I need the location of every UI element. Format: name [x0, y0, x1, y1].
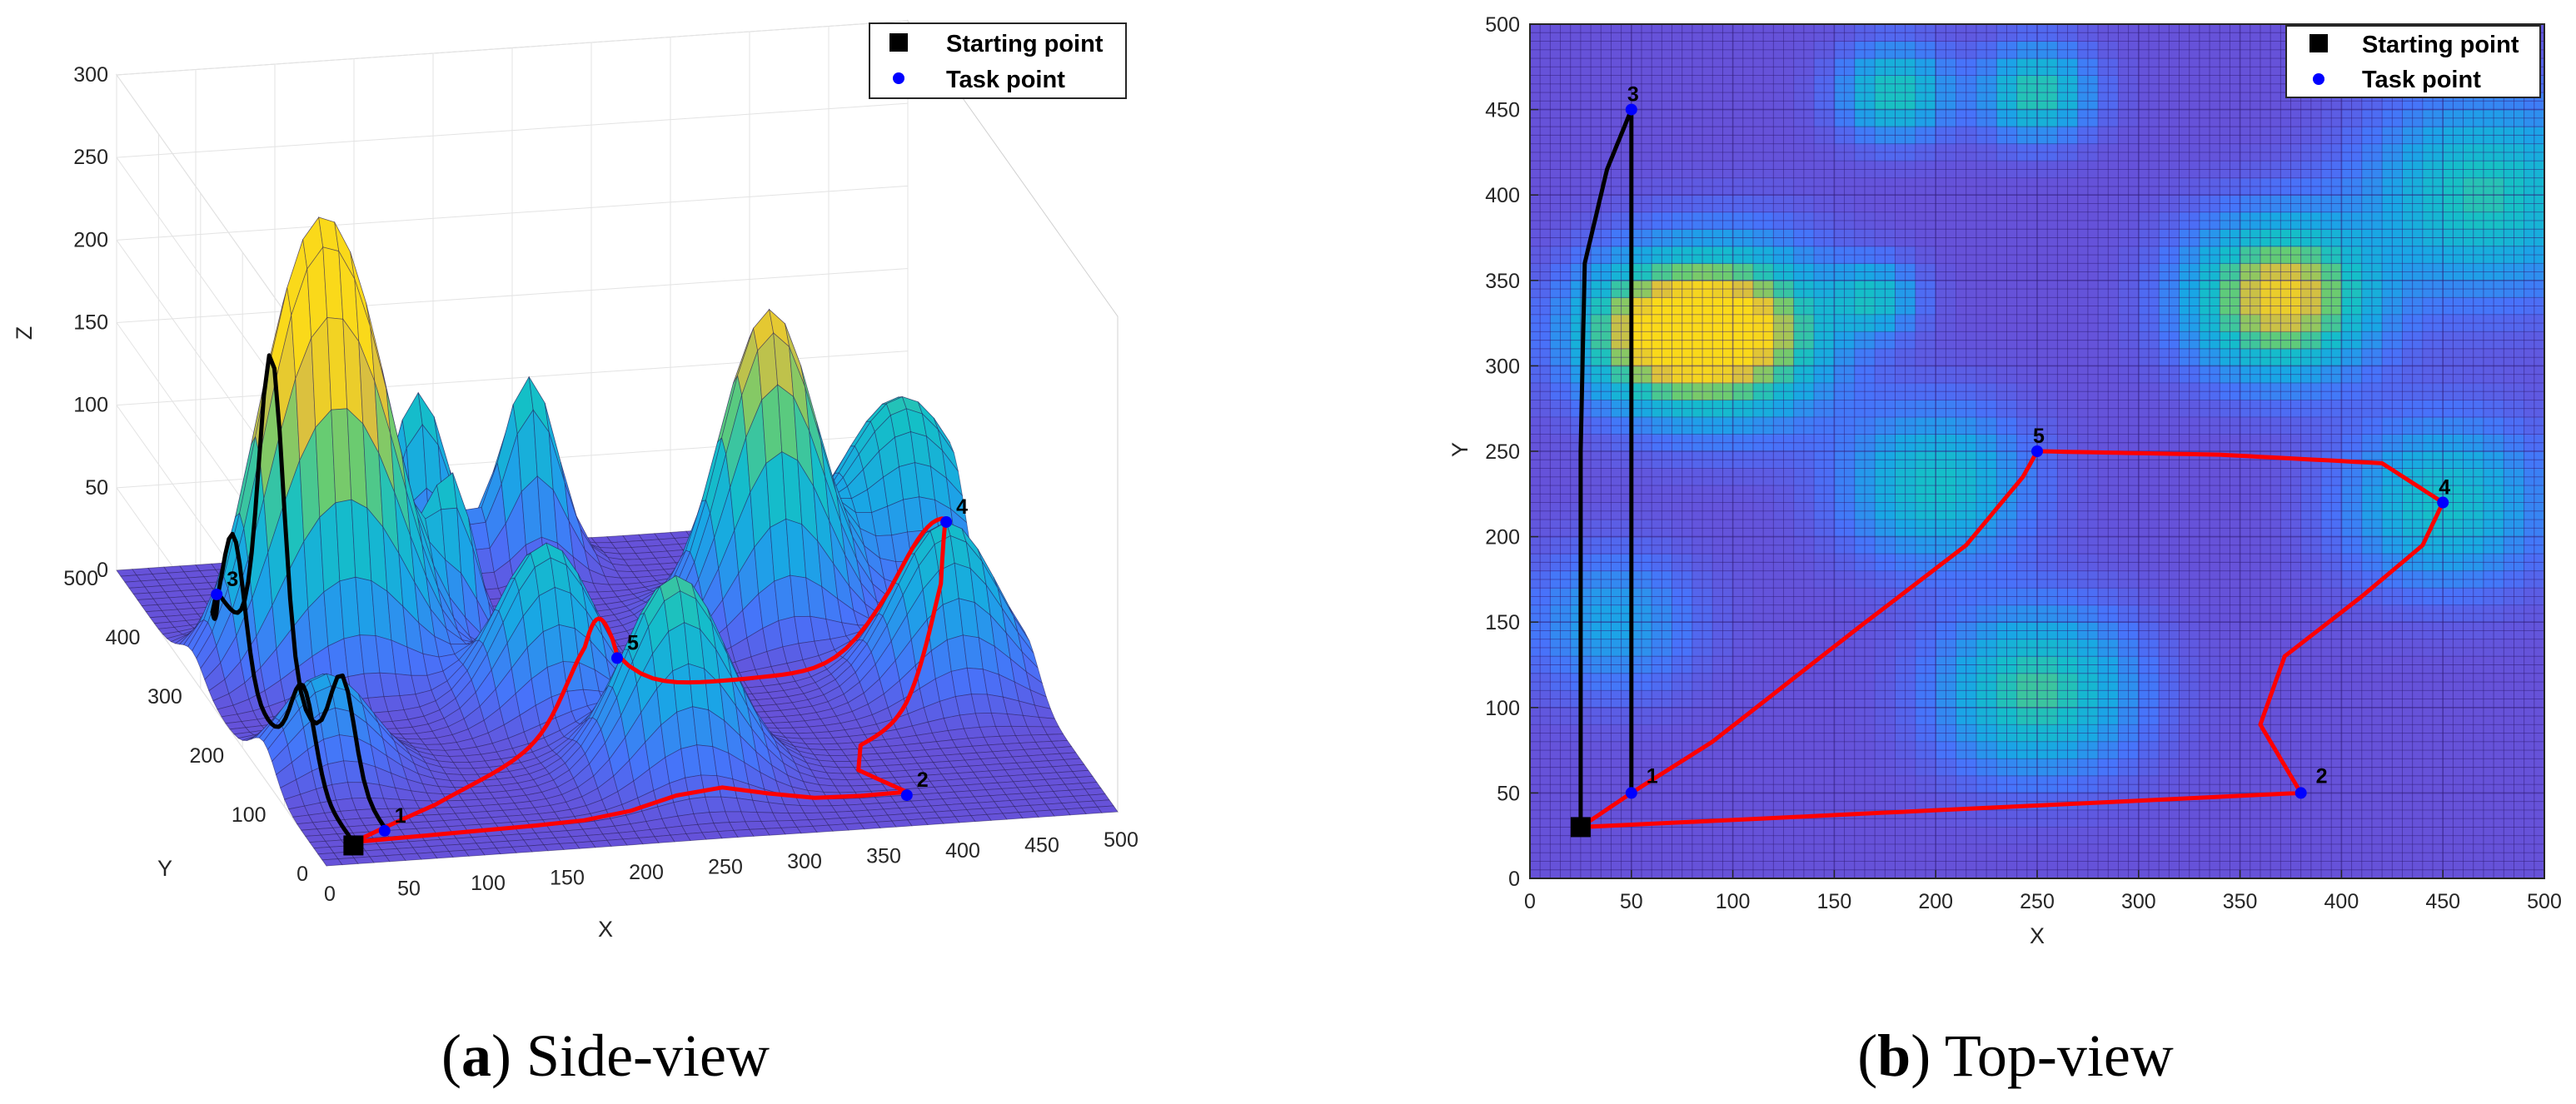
panel-a-legend-task-label: Task point — [946, 67, 1065, 93]
panel-a-task-label-3: 3 — [227, 568, 238, 591]
panel-a-task-label-2: 2 — [917, 768, 929, 792]
panel-a-task-point-5 — [611, 652, 623, 664]
panel-a-start-point — [343, 835, 364, 856]
panel-a-xtick: 150 — [550, 867, 585, 890]
panel-a-task-point-3 — [211, 588, 223, 600]
panel-a-grid-z — [116, 20, 909, 76]
panel-a-legend: Starting point Task point — [869, 22, 1127, 99]
panel-a-ztick: 200 — [73, 228, 108, 251]
panel-a-y-label: Y — [157, 856, 172, 881]
panel-a-grid-z — [116, 102, 909, 158]
panel-a-surface-cell — [1097, 805, 1119, 813]
panel-a-xtick: 0 — [324, 883, 336, 906]
panel-a-grid-z — [116, 185, 909, 241]
panel-a-xtick: 350 — [866, 845, 901, 868]
panel-a-xtick: 300 — [787, 850, 822, 873]
panel-a-xtick: 50 — [397, 878, 421, 901]
panel-a-task-point-1 — [378, 824, 391, 837]
panel-a-legend-start-marker — [889, 33, 908, 52]
panel-a-ytick: 0 — [296, 863, 308, 886]
panel-a-ztick: 150 — [73, 311, 108, 335]
panel-a-ytick: 200 — [189, 744, 224, 768]
panel-a-ztick: 50 — [85, 476, 108, 500]
panel-a-black-path-forward — [215, 353, 386, 829]
panel-a-xtick: 500 — [1104, 828, 1139, 852]
panel-a-ztick: 250 — [73, 146, 108, 169]
panel-a-ytick: 100 — [232, 803, 267, 827]
panel-a-xtick: 400 — [945, 839, 980, 863]
panel-a-task-point-2 — [900, 789, 913, 802]
panel-a-ytick: 500 — [63, 567, 98, 590]
panel-a-x-ticks: 0 50 100 150 200 250 300 350 400 450 500 — [324, 828, 1139, 906]
panel-a-task-label-1: 1 — [395, 804, 406, 828]
panel-a-task-label-4: 4 — [956, 495, 968, 519]
panel-a-legend-box — [869, 22, 1127, 99]
panel-a-grid-z — [116, 268, 909, 323]
panel-a-task-point-4 — [940, 515, 953, 528]
panel-a-ztick: 0 — [97, 559, 108, 582]
panel-a-ztick: 100 — [73, 394, 108, 417]
panel-a-xtick: 450 — [1024, 834, 1059, 858]
panel-a-legend-start-label: Starting point — [946, 31, 1104, 57]
panel-a-xtick: 100 — [471, 872, 506, 895]
panel-a-y-ticks: 0 100 200 300 400 500 — [63, 567, 308, 886]
panel-a-ytick: 300 — [147, 685, 182, 709]
panel-a-red-path — [352, 516, 949, 844]
panel-a-legend-task-marker — [893, 72, 904, 84]
panel-a-ztick: 300 — [73, 63, 108, 87]
panel-a-black-path-return — [210, 531, 356, 843]
panel-a-paths — [210, 353, 949, 844]
panel-a-task-label-5: 5 — [627, 631, 639, 654]
panel-a-xtick: 250 — [708, 856, 743, 879]
panel-a-xtick: 200 — [629, 861, 664, 884]
panel-a-z-label: Z — [12, 326, 37, 341]
panel-a-x-label: X — [598, 917, 613, 942]
panel-a-z-ticks: 0 50 100 150 200 250 300 — [73, 63, 108, 582]
panel-a-ytick: 400 — [106, 626, 141, 649]
panel-a-points: 1 2 3 4 5 — [211, 495, 968, 856]
